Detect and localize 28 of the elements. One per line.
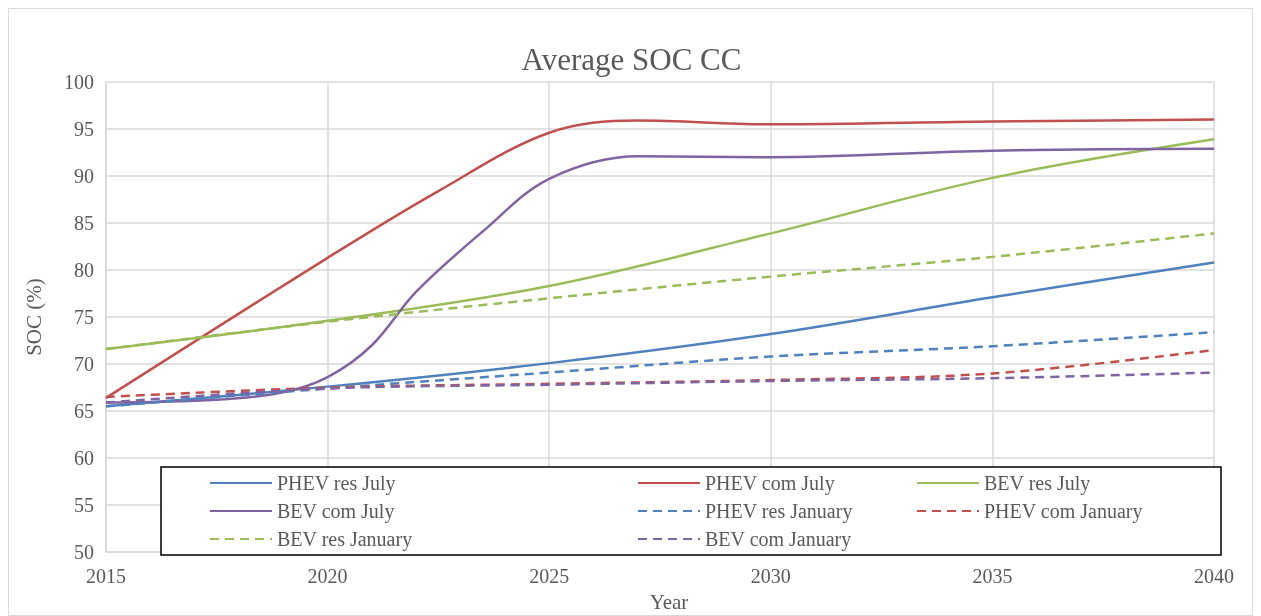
- y-tick-label: 80: [74, 259, 94, 282]
- x-tick-label: 2020: [307, 565, 348, 588]
- x-axis-title: Year: [649, 589, 689, 614]
- y-tick-label: 70: [74, 353, 94, 376]
- y-tick-label: 85: [74, 212, 94, 235]
- legend-label: PHEV com July: [705, 472, 835, 495]
- y-tick-label: 100: [64, 71, 94, 93]
- x-tick-label: 2025: [529, 565, 570, 588]
- legend-label: PHEV res July: [277, 472, 396, 495]
- y-tick-label: 55: [74, 494, 94, 517]
- legend-label: BEV res January: [277, 528, 413, 551]
- x-tick-label: 2035: [972, 565, 1013, 588]
- legend-label: BEV res July: [984, 472, 1091, 495]
- x-tick-label: 2015: [86, 565, 126, 588]
- legend-label: PHEV com January: [984, 500, 1143, 523]
- legend-label: BEV com January: [705, 528, 852, 551]
- y-tick-label: 65: [74, 400, 94, 423]
- chart-title: Average SOC CC: [521, 42, 742, 77]
- x-tick-label: 2030: [750, 565, 791, 588]
- legend-label: PHEV res January: [705, 500, 853, 523]
- y-axis-title: SOC (%): [21, 278, 46, 356]
- x-tick-label: 2040: [1194, 565, 1234, 588]
- legend-label: BEV com July: [277, 500, 395, 523]
- y-tick-label: 90: [74, 165, 94, 188]
- y-tick-label: 95: [74, 118, 94, 141]
- y-tick-label: 60: [74, 447, 94, 470]
- y-tick-label: 75: [74, 306, 94, 329]
- y-tick-label: 50: [74, 541, 94, 564]
